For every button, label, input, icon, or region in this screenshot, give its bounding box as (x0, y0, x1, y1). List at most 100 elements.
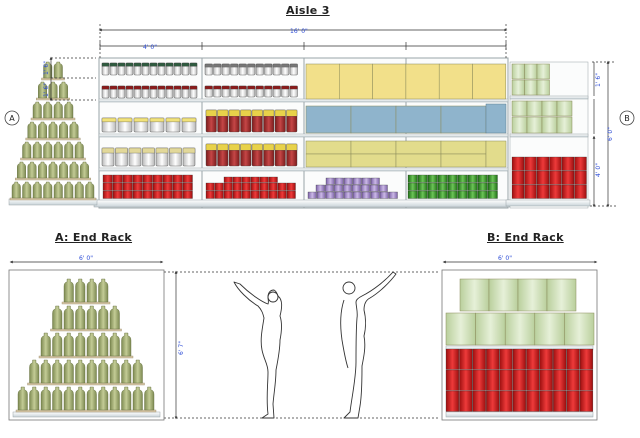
red-can (112, 182, 123, 191)
red-jar-lid (228, 109, 240, 117)
bottle (29, 386, 40, 411)
red-can (539, 390, 553, 412)
yellow-box (372, 63, 407, 100)
red-can (524, 156, 537, 171)
small-jar-lid (141, 62, 150, 67)
green-can (457, 190, 468, 199)
blue-box (485, 103, 507, 134)
green-can (407, 190, 418, 199)
green-can (417, 174, 428, 183)
tray (15, 409, 157, 413)
olive-box (485, 140, 507, 168)
purple-can (307, 191, 317, 199)
red-can (512, 390, 527, 412)
small-jar-lid (230, 85, 239, 90)
yellow-box (405, 63, 440, 100)
red-can (566, 348, 580, 370)
bottle (64, 101, 74, 119)
red-can (223, 182, 233, 191)
red-can (286, 182, 296, 191)
marker-a-label: A (9, 114, 15, 123)
red-jar-lid (251, 109, 263, 117)
purple-can (325, 177, 335, 185)
crate (504, 312, 536, 346)
bottle (48, 81, 58, 99)
green-can (427, 174, 438, 183)
red-can (472, 369, 486, 391)
small-jar-lid (101, 85, 110, 90)
red-jar-lid (251, 143, 263, 151)
glass-jar-lid (133, 117, 149, 123)
red-can (579, 369, 594, 391)
red-can (102, 182, 113, 191)
purple-can (334, 191, 344, 199)
small-jar-lid (173, 62, 182, 67)
red-can (205, 182, 215, 191)
red-can (549, 184, 562, 199)
purple-can (369, 184, 379, 192)
red-can (142, 174, 153, 183)
red-can (132, 190, 143, 199)
small-jar-lid (221, 85, 230, 90)
bottle (86, 332, 97, 357)
red-can (579, 348, 594, 370)
olive-box (440, 140, 487, 155)
bottle (40, 359, 51, 384)
small-jar-lid (157, 85, 166, 90)
marker-b: B (619, 110, 635, 126)
red-can (286, 190, 296, 199)
small-jar-lid (204, 85, 213, 90)
purple-can (342, 184, 352, 192)
red-can (232, 182, 242, 191)
purple-can (334, 177, 344, 185)
green-can (447, 190, 458, 199)
green-can (457, 174, 468, 183)
bottle (48, 161, 58, 179)
green-can (477, 182, 488, 191)
red-can (574, 170, 587, 185)
purple-can (378, 184, 388, 192)
purple-can (361, 177, 371, 185)
red-can (122, 182, 133, 191)
crate (564, 312, 595, 346)
bottle (53, 141, 63, 159)
yellow-box (472, 63, 507, 100)
bottle (17, 386, 28, 411)
crate (488, 278, 519, 312)
bottle (75, 359, 86, 384)
bottle (74, 181, 84, 199)
crate (517, 278, 548, 312)
crate (459, 278, 490, 312)
red-can (459, 348, 473, 370)
red-can (162, 174, 173, 183)
green-can (427, 190, 438, 199)
red-can (132, 182, 143, 191)
bottle (32, 101, 42, 119)
green-can (487, 190, 498, 199)
crate (546, 278, 577, 312)
bottle (59, 161, 68, 179)
small-jar-lid (264, 63, 273, 68)
crate (511, 100, 528, 117)
bottle (27, 121, 37, 139)
bottle (59, 81, 68, 99)
bottle (144, 386, 155, 411)
crate (445, 312, 476, 346)
bottle (32, 141, 42, 159)
blue-box (350, 105, 397, 134)
aisle-title: Aisle 3 (286, 4, 330, 17)
tray (38, 355, 134, 359)
green-can (417, 182, 428, 191)
olive-box (350, 140, 397, 155)
red-can (445, 390, 460, 412)
red-can (539, 348, 553, 370)
red-jar-lid (274, 109, 286, 117)
bottle (43, 141, 53, 159)
small-jar-lid (289, 85, 298, 90)
purple-can (352, 191, 362, 199)
tray (61, 301, 111, 305)
tray (15, 177, 91, 181)
red-jar-lid (240, 109, 252, 117)
bottle (98, 359, 109, 384)
small-jar-lid (189, 62, 198, 67)
